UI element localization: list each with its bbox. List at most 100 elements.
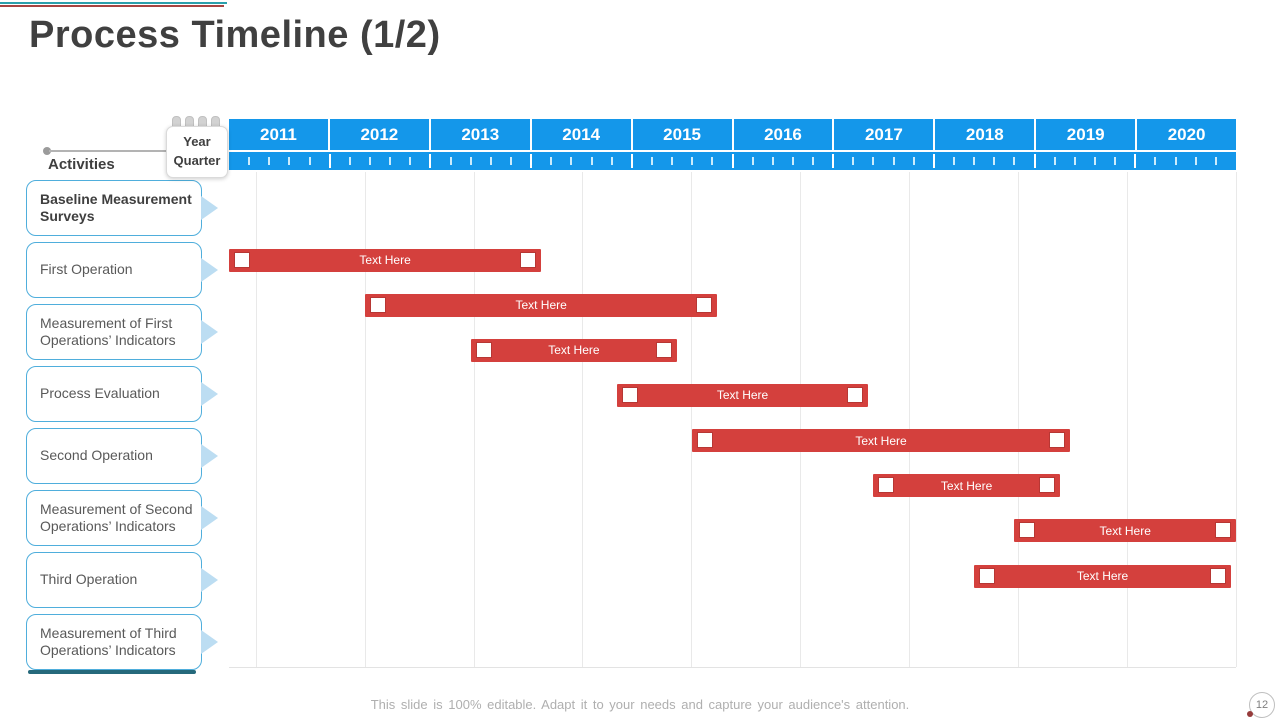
quarter-tick — [953, 157, 956, 165]
activity-box[interactable]: Second Operation — [26, 428, 218, 484]
leader-dot — [43, 147, 51, 155]
quarter-tick — [791, 157, 794, 165]
year-separator — [328, 154, 331, 168]
year-cell-2016[interactable]: 2016 — [733, 119, 835, 150]
bar-label: Text Here — [855, 433, 907, 448]
page-number: 12 — [1255, 699, 1269, 711]
gridline — [582, 172, 584, 667]
quarter-tick — [248, 157, 251, 165]
quarter-tick — [751, 157, 754, 165]
gantt-bar[interactable]: Text Here — [470, 338, 678, 362]
quarter-tick — [1013, 157, 1016, 165]
gridline — [1018, 172, 1019, 667]
year-separator — [932, 154, 935, 168]
quarter-tick — [1174, 157, 1177, 165]
top-accent-teal-line — [0, 2, 227, 4]
quarter-tick — [1053, 157, 1056, 165]
activity-label: Measurement of First Operations’ Indicat… — [40, 314, 176, 348]
bar-start-marker[interactable] — [621, 386, 638, 403]
bar-label: Text Here — [1076, 569, 1129, 584]
activities-label: Activities — [48, 156, 115, 173]
year-cell-2018[interactable]: 2018 — [935, 119, 1037, 150]
bar-end-marker[interactable] — [1038, 477, 1055, 494]
year-separator — [1134, 154, 1137, 168]
quarter-tick — [892, 157, 895, 165]
bar-start-marker[interactable] — [369, 296, 386, 313]
year-separator — [630, 154, 633, 168]
gantt-bar[interactable]: Text Here — [229, 248, 542, 272]
gridline — [364, 172, 366, 667]
gantt-bar[interactable]: Text Here — [364, 293, 718, 317]
quarter-tick — [852, 157, 855, 165]
quarter-tick — [1214, 157, 1217, 165]
bottom-accent-bar — [28, 670, 196, 674]
bar-end-marker[interactable] — [847, 386, 864, 403]
year-separator — [530, 154, 533, 168]
year-separator — [429, 154, 432, 168]
year-cell-2019[interactable]: 2019 — [1036, 119, 1138, 150]
activity-box[interactable]: Third Operation — [26, 552, 218, 608]
bar-start-marker[interactable] — [697, 432, 714, 449]
year-cell-2012[interactable]: 2012 — [329, 119, 431, 150]
bar-label: Text Here — [515, 298, 567, 313]
gantt-bar[interactable]: Text Here — [873, 474, 1060, 498]
activities-column: Baseline Measurement Surveys First Operat… — [26, 180, 218, 670]
gantt-bar[interactable]: Text Here — [1014, 519, 1236, 543]
activity-label: Measurement of Third Operations’ Indicat… — [40, 624, 177, 658]
gridline — [691, 172, 693, 667]
activity-box[interactable]: First Operation — [26, 242, 218, 298]
gantt-chart-area: Text Here Text Here Text Here Text Here Text… — [229, 172, 1237, 668]
quarter-tick — [812, 157, 815, 165]
badge-dot — [1247, 711, 1253, 717]
quarter-tick — [1194, 157, 1197, 165]
activity-box[interactable]: Process Evaluation — [26, 366, 218, 422]
quarter-tick — [590, 157, 593, 165]
year-separator — [731, 154, 734, 168]
bar-label: Text Here — [359, 253, 411, 267]
quarter-tick — [610, 157, 613, 165]
activity-box[interactable]: Baseline Measurement Surveys — [26, 180, 218, 236]
quarter-tick — [1114, 157, 1117, 165]
bar-start-marker[interactable] — [979, 567, 996, 584]
year-cell-2014[interactable]: 2014 — [531, 119, 633, 150]
bar-end-marker[interactable] — [696, 296, 713, 313]
year-cell-2020[interactable]: 2020 — [1137, 119, 1237, 150]
bar-start-marker[interactable] — [475, 341, 492, 358]
page-number-badge: 12 — [1249, 692, 1275, 718]
activity-arrow-icon — [201, 196, 218, 220]
bar-label: Text Here — [940, 478, 993, 493]
year-cell-2011[interactable]: 2011 — [229, 119, 330, 150]
bar-start-marker[interactable] — [1019, 522, 1036, 539]
activity-label: Second Operation — [40, 447, 153, 464]
year-cell-2013[interactable]: 2013 — [430, 119, 532, 150]
bar-end-marker[interactable] — [1214, 522, 1231, 539]
gantt-bar[interactable]: Text Here — [692, 429, 1070, 453]
bar-start-marker[interactable] — [234, 251, 250, 268]
bar-end-marker[interactable] — [520, 251, 537, 268]
gantt-bar[interactable]: Text Here — [616, 383, 869, 407]
bar-start-marker[interactable] — [878, 477, 895, 494]
activity-box[interactable]: Measurement of Third Operations’ Indicat… — [26, 614, 218, 670]
bar-end-marker[interactable] — [656, 341, 673, 358]
bar-end-marker[interactable] — [1048, 432, 1065, 449]
activity-box[interactable]: Measurement of First Operations’ Indicat… — [26, 304, 218, 360]
year-separator — [832, 154, 835, 168]
bar-label: Text Here — [716, 388, 769, 403]
activity-arrow-icon — [201, 382, 218, 406]
quarter-tick — [671, 157, 674, 165]
activity-arrow-icon — [201, 506, 218, 530]
quarter-tick — [1154, 157, 1157, 165]
year-quarter-tab[interactable]: Year Quarter — [166, 126, 228, 178]
year-cell-2015[interactable]: 2015 — [632, 119, 734, 150]
quarter-tick — [368, 157, 371, 165]
quarter-tick — [469, 157, 472, 165]
activity-box[interactable]: Measurement of Second Operations’ Indica… — [26, 490, 218, 546]
quarter-tick — [288, 157, 291, 165]
gantt-bar[interactable]: Text Here — [974, 564, 1231, 588]
quarter-tick — [771, 157, 774, 165]
year-cell-2017[interactable]: 2017 — [834, 119, 936, 150]
bar-end-marker[interactable] — [1209, 567, 1226, 584]
quarter-tick — [973, 157, 976, 165]
activity-arrow-icon — [201, 630, 218, 654]
